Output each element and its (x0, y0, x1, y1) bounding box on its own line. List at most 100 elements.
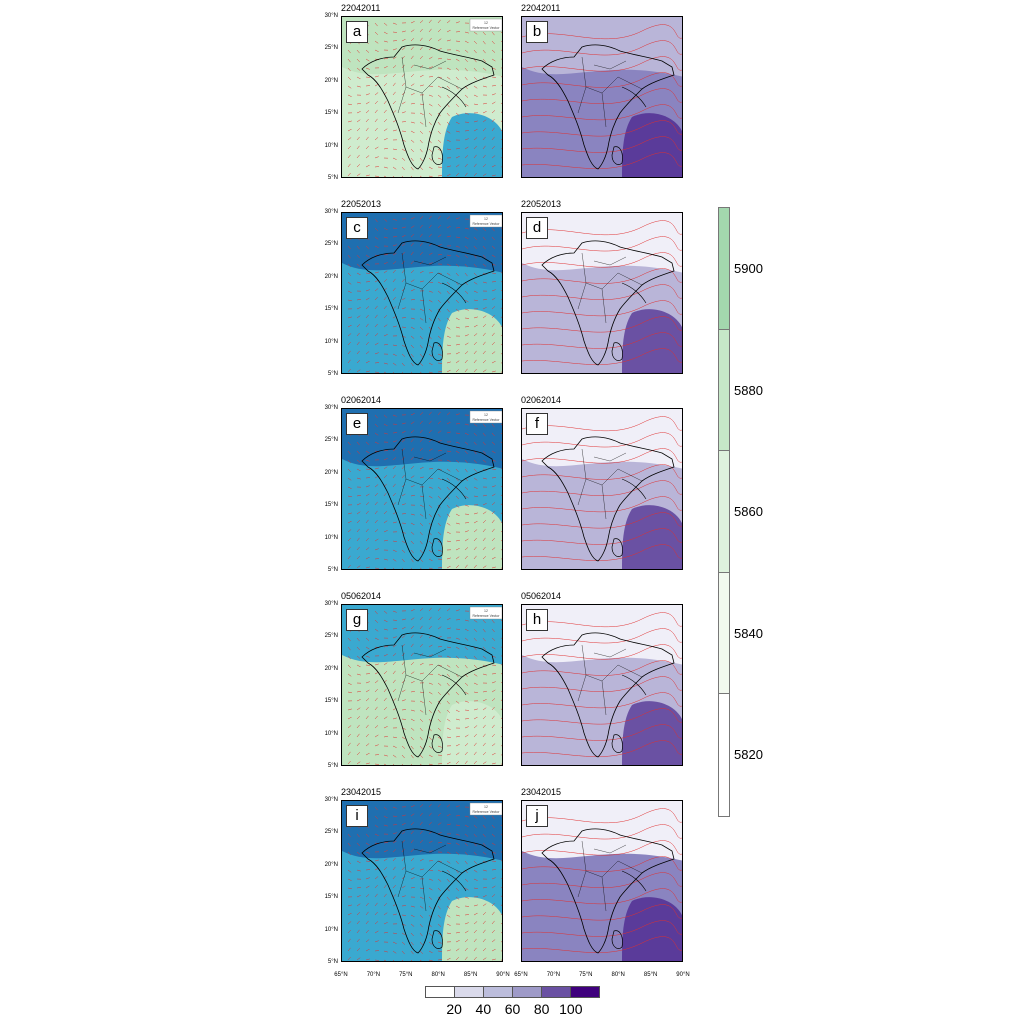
country-outline (541, 436, 675, 562)
map-panel-i: 12 Reference Vector i (341, 800, 503, 962)
state-borders (397, 840, 463, 912)
lat-tick-label: 20°N (324, 665, 338, 672)
coastline (547, 270, 647, 304)
reference-vector-value: 12 (484, 413, 488, 417)
island-outline (431, 342, 443, 361)
height-colorbar-tick: 5840 (734, 625, 763, 641)
height-colorbar (718, 207, 730, 817)
lat-tick-label: 15°N (324, 894, 338, 901)
state-borders (577, 56, 643, 128)
lat-tick-label: 30°N (324, 797, 338, 803)
lat-tick-label: 25°N (324, 437, 338, 444)
country-outline (541, 632, 675, 758)
country-outline (541, 44, 675, 170)
wind-vectors (347, 411, 502, 569)
reference-vector-value: 12 (484, 805, 488, 809)
lat-tick-label: 15°N (324, 110, 338, 117)
country-outline (541, 828, 675, 954)
lon-tick-label: 70°N (546, 972, 561, 978)
island-outline (431, 146, 443, 165)
lon-tick-label: 90°N (676, 972, 690, 978)
map-panel-h: h (521, 604, 683, 766)
height-colorbar-segment (719, 329, 729, 452)
shading-blob (442, 701, 502, 765)
reference-vector-box (469, 606, 502, 620)
humidity-colorbar-segment (542, 987, 571, 997)
country-outline (541, 240, 675, 366)
panel-label-e: e (346, 413, 368, 435)
height-colorbar-segment (719, 572, 729, 695)
panel-date-f: 02062014 (521, 395, 562, 405)
humidity-colorbar-tick: 100 (559, 1001, 583, 1017)
lat-tick-label: 25°N (324, 633, 338, 640)
humidity-colorbar-segment (513, 987, 542, 997)
lat-tick-label: 5°N (327, 959, 338, 965)
map-panel-g: 12 Reference Vector g (341, 604, 503, 766)
lat-tick-label: 10°N (324, 926, 338, 933)
panel-date-b: 22042011 (521, 3, 561, 13)
shading-blob (442, 897, 502, 961)
panel-date-a: 22042011 (341, 3, 381, 13)
contour-lines (522, 416, 682, 561)
contour-lines (522, 220, 682, 365)
lat-tick-label: 20°N (324, 861, 338, 868)
panel-label-g: g (346, 609, 368, 631)
shading-blob (442, 505, 502, 569)
lon-tick-label: 65°N (334, 972, 348, 978)
height-colorbar-tick: 5820 (734, 747, 763, 763)
humidity-colorbar-segment (426, 987, 455, 997)
panel-label-a: a (346, 21, 368, 43)
height-colorbar-segment (719, 451, 729, 573)
map-f (522, 409, 682, 569)
humidity-colorbar-tick: 80 (533, 1001, 550, 1017)
reference-vector-value: 12 (484, 609, 488, 613)
state-borders (577, 252, 643, 324)
panel-date-h: 05062014 (521, 591, 562, 601)
island-outline (431, 930, 443, 949)
country-outline (361, 240, 495, 366)
contour-lines (522, 612, 682, 757)
humidity-colorbar-tick: 60 (504, 1001, 521, 1017)
panel-date-j: 23042015 (521, 787, 562, 797)
coastline (367, 270, 467, 304)
state-borders (397, 644, 463, 716)
panel-label-j: j (526, 805, 548, 827)
panel-label-h: h (526, 609, 548, 631)
panel-date-g: 05062014 (341, 591, 382, 601)
height-colorbar-segment (719, 694, 729, 816)
humidity-colorbar-segment (455, 987, 484, 997)
lat-tick-label: 10°N (324, 142, 338, 149)
lat-tick-label: 15°N (324, 306, 338, 313)
lat-tick-label: 10°N (324, 534, 338, 541)
lat-tick-label: 5°N (327, 175, 338, 181)
reference-vector-value: 12 (484, 21, 488, 25)
coastline (367, 466, 467, 500)
lat-tick-label: 5°N (327, 371, 338, 377)
island-outline (611, 342, 623, 361)
island-outline (611, 734, 623, 753)
country-outline (361, 44, 495, 170)
lon-tick-label: 80°N (431, 972, 445, 978)
map-panel-b: b (521, 16, 683, 178)
panel-label-f: f (526, 413, 548, 435)
panel-date-d: 22052013 (521, 199, 562, 209)
coastline (367, 858, 467, 892)
map-panel-j: j (521, 800, 683, 962)
coastline (367, 74, 467, 108)
wind-vectors (347, 19, 502, 177)
map-b (522, 17, 682, 177)
map-panel-a: 12 Reference Vector a (341, 16, 503, 178)
reference-vector-label: Reference Vector (472, 418, 500, 422)
island-outline (431, 538, 443, 557)
height-colorbar-tick: 5860 (734, 504, 763, 520)
panel-date-c: 22052013 (341, 199, 382, 209)
humidity-colorbar-tick: 40 (475, 1001, 492, 1017)
state-borders (397, 252, 463, 324)
map-panel-d: d (521, 212, 683, 374)
reference-vector-label: Reference Vector (472, 222, 500, 226)
island-outline (611, 930, 623, 949)
lat-tick-label: 10°N (324, 338, 338, 345)
coastline (367, 662, 467, 696)
